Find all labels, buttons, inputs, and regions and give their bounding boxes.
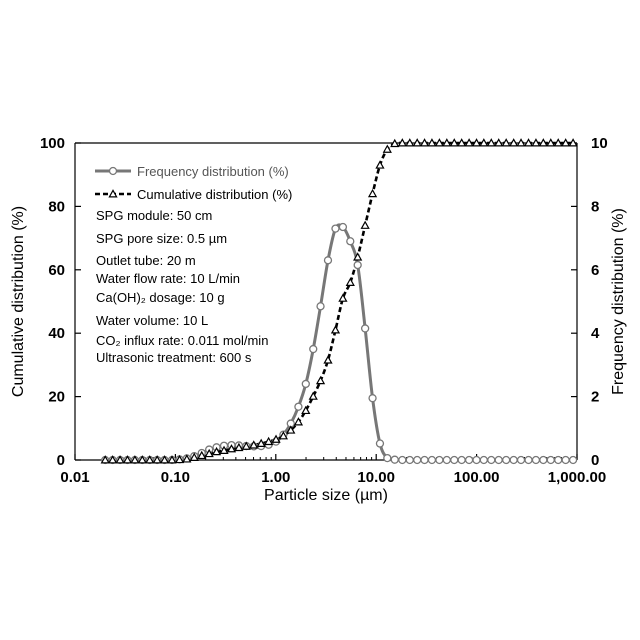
x-tick-label: 100.00 xyxy=(454,469,500,486)
frequency-point xyxy=(547,457,554,464)
frequency-point xyxy=(473,457,480,464)
y-right-tick-label: 6 xyxy=(591,262,599,279)
y-right-axis-label: Frequency distribution (%) xyxy=(610,208,627,395)
cumulative-point xyxy=(339,295,346,301)
y-right-tick-label: 4 xyxy=(591,325,600,342)
y-left-tick-label: 80 xyxy=(48,198,65,215)
annotation-line: SPG pore size: 0.5 µm xyxy=(96,231,227,246)
frequency-point xyxy=(347,238,354,245)
cumulative-point xyxy=(376,162,383,168)
annotation-line: SPG module: 50 cm xyxy=(96,208,212,223)
frequency-point xyxy=(451,457,458,464)
annotation-line: Ca(OH)₂ dosage: 10 g xyxy=(96,290,225,305)
y-right-tick-label: 0 xyxy=(591,452,599,469)
frequency-point xyxy=(518,457,525,464)
frequency-point xyxy=(503,457,510,464)
legend-cumulative-label: Cumulative distribution (%) xyxy=(137,187,292,202)
legend-frequency-marker xyxy=(110,168,117,175)
frequency-point xyxy=(495,457,502,464)
annotation-line: Water volume: 10 L xyxy=(96,313,208,328)
frequency-point xyxy=(399,457,406,464)
y-left-tick-label: 0 xyxy=(57,452,65,469)
frequency-point xyxy=(391,456,398,463)
frequency-point xyxy=(376,440,383,447)
x-axis-label: Particle size (µm) xyxy=(264,487,388,504)
frequency-point xyxy=(421,457,428,464)
annotation-line: Outlet tube: 20 m xyxy=(96,253,196,268)
annotation-line: CO₂ influx rate: 0.011 mol/min xyxy=(96,333,268,348)
frequency-point xyxy=(525,457,532,464)
frequency-point xyxy=(317,303,324,310)
x-tick-label: 10.00 xyxy=(357,469,395,486)
y-left-tick-label: 100 xyxy=(40,135,65,152)
annotation-block: SPG module: 50 cm SPG pore size: 0.5 µm Ou… xyxy=(96,208,268,365)
frequency-point xyxy=(384,455,391,462)
cumulative-point xyxy=(317,377,324,383)
cumulative-point xyxy=(332,326,339,332)
frequency-point xyxy=(443,457,450,464)
frequency-point xyxy=(362,325,369,332)
frequency-point xyxy=(510,457,517,464)
frequency-point xyxy=(332,225,339,232)
y-left-tick-label: 20 xyxy=(48,389,65,406)
frequency-point xyxy=(428,457,435,464)
frequency-point xyxy=(540,457,547,464)
frequency-point xyxy=(302,380,309,387)
frequency-point xyxy=(354,262,361,269)
cumulative-point xyxy=(295,418,302,424)
frequency-point xyxy=(570,457,577,464)
frequency-point xyxy=(436,457,443,464)
frequency-point xyxy=(532,457,539,464)
frequency-point xyxy=(488,457,495,464)
annotation-line: Water flow rate: 10 L/min xyxy=(96,271,240,286)
x-tick-label: 1,000.00 xyxy=(548,469,606,486)
cumulative-point xyxy=(324,357,331,363)
legend-frequency-label: Frequency distribution (%) xyxy=(137,164,289,179)
y-left-axis-label: Cumulative distribution (%) xyxy=(10,206,27,397)
frequency-point xyxy=(369,395,376,402)
x-tick-label: 1.00 xyxy=(261,469,290,486)
frequency-point xyxy=(339,224,346,231)
frequency-point xyxy=(414,457,421,464)
annotation-line: Ultrasonic treatment: 600 s xyxy=(96,350,252,365)
frequency-point xyxy=(324,257,331,264)
cumulative-point xyxy=(369,190,376,196)
legend: Frequency distribution (%) Cumulative dis… xyxy=(95,164,292,202)
y-right-tick-label: 10 xyxy=(591,135,608,152)
cumulative-point xyxy=(347,279,354,285)
frequency-point xyxy=(555,457,562,464)
x-tick-label: 0.01 xyxy=(60,469,89,486)
frequency-point xyxy=(562,457,569,464)
cumulative-point xyxy=(362,222,369,228)
y-right-tick-label: 2 xyxy=(591,389,599,406)
frequency-point xyxy=(466,457,473,464)
frequency-point xyxy=(480,457,487,464)
y-left-tick-label: 60 xyxy=(48,262,65,279)
cumulative-point xyxy=(384,146,391,152)
frequency-point xyxy=(310,346,317,353)
frequency-point xyxy=(406,457,413,464)
y-right-tick-label: 8 xyxy=(591,198,599,215)
y-left-tick-label: 40 xyxy=(48,325,65,342)
x-tick-label: 0.10 xyxy=(161,469,190,486)
frequency-point xyxy=(295,403,302,410)
frequency-point xyxy=(458,457,465,464)
